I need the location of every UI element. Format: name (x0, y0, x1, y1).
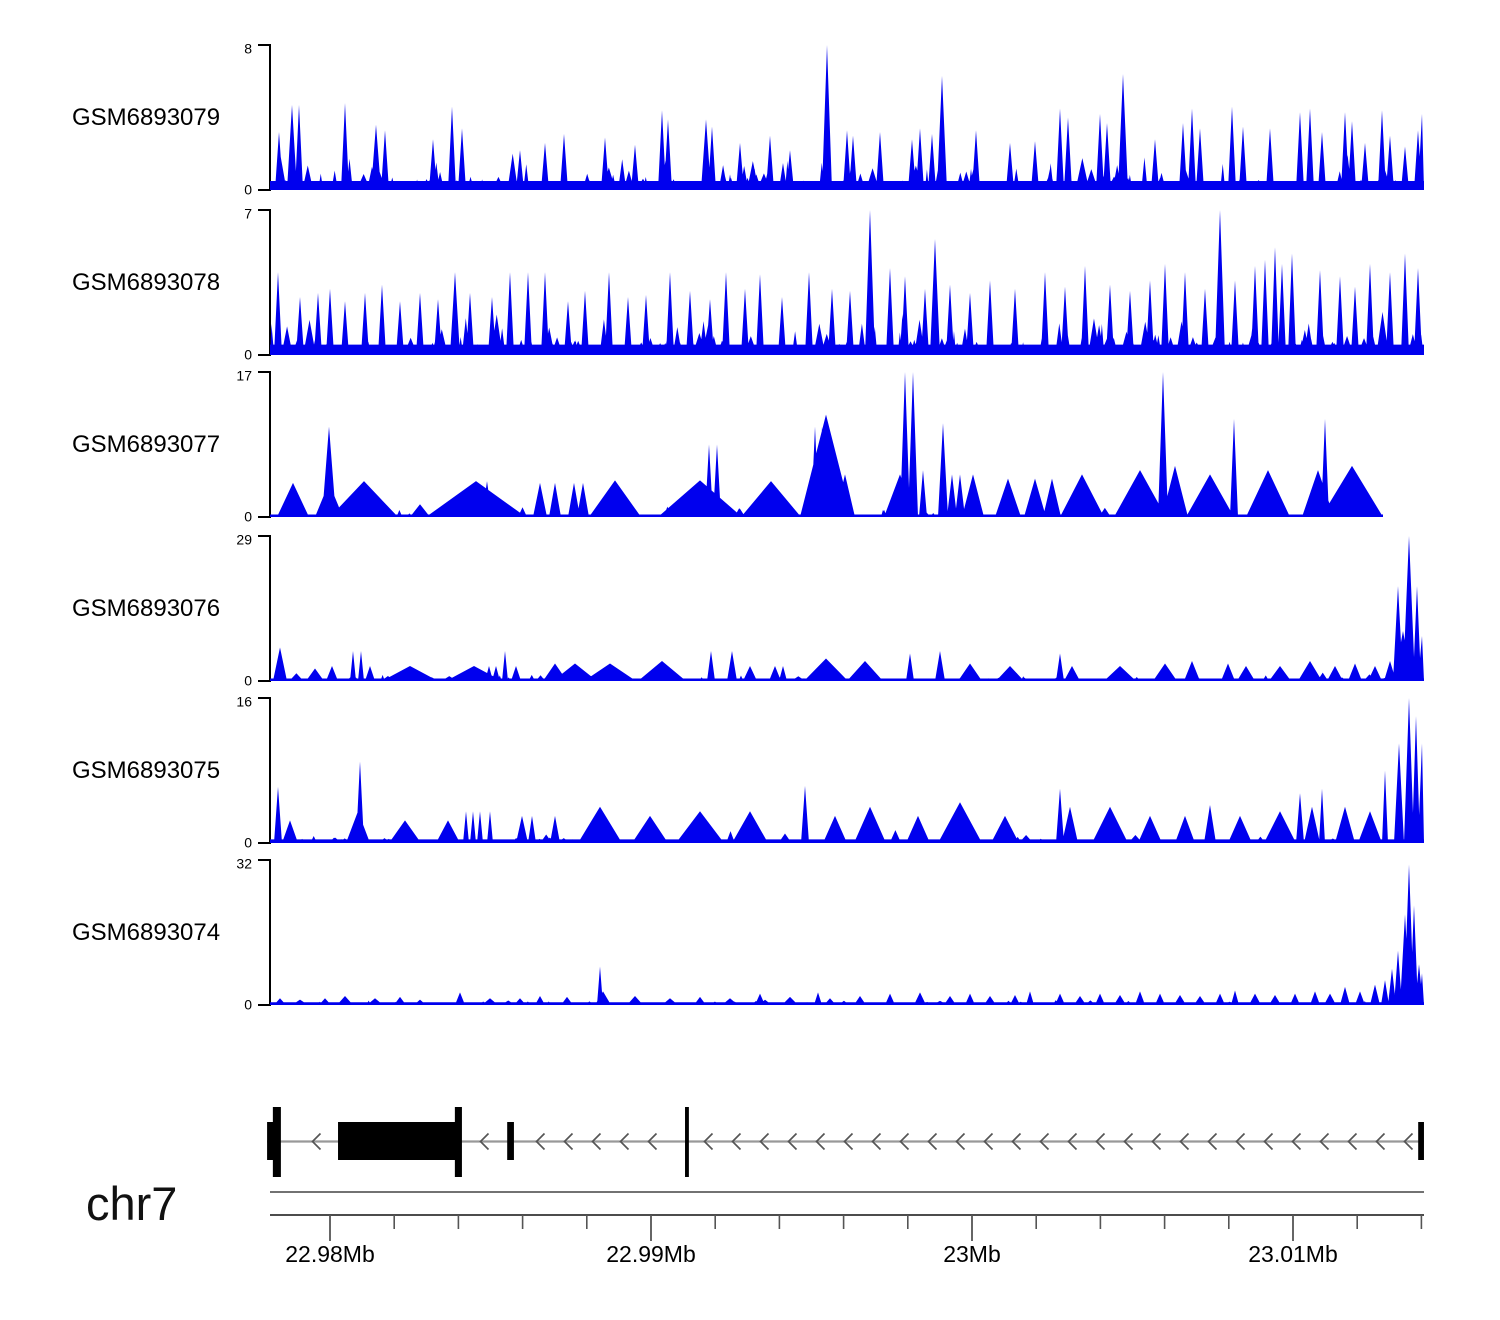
ruler-tick-label: 23Mb (943, 1241, 1001, 1267)
track-ymin-label: 0 (244, 835, 252, 851)
strand-arrow-left-icon (1347, 1132, 1358, 1151)
gene-exon (507, 1122, 514, 1160)
track-ymin-label: 0 (244, 997, 252, 1013)
track-y-axis (258, 371, 271, 518)
strand-arrow-left-icon (703, 1132, 714, 1151)
track-label: GSM6893077 (72, 431, 220, 458)
coverage-area (270, 45, 1424, 190)
strand-arrow-left-icon (647, 1132, 658, 1151)
strand-arrow-left-icon (1235, 1132, 1246, 1151)
gene-exon (454, 1107, 462, 1177)
strand-arrow-left-icon (1011, 1132, 1022, 1151)
gene-exon (1418, 1122, 1424, 1160)
track-ymax-label: 29 (236, 532, 252, 548)
gene-exon (685, 1107, 689, 1177)
track-ymax-label: 17 (236, 368, 252, 384)
strand-arrow-left-icon (1151, 1132, 1162, 1151)
strand-arrow-left-icon (535, 1132, 546, 1151)
coverage-area (270, 210, 1424, 355)
strand-arrow-left-icon (1291, 1132, 1302, 1151)
strand-arrow-left-icon (1095, 1132, 1106, 1151)
coverage-area (270, 698, 1424, 843)
ruler-tick-label: 23.01Mb (1248, 1241, 1338, 1267)
strand-arrow-left-icon (1179, 1132, 1190, 1151)
gene-exon (267, 1122, 275, 1160)
strand-arrow-left-icon (479, 1132, 490, 1151)
strand-arrow-left-icon (983, 1132, 994, 1151)
strand-arrow-left-icon (955, 1132, 966, 1151)
strand-arrow-left-icon (1403, 1132, 1414, 1151)
strand-arrow-left-icon (591, 1132, 602, 1151)
strand-arrow-left-icon (1375, 1132, 1386, 1151)
strand-arrow-left-icon (899, 1132, 910, 1151)
track-label: GSM6893075 (72, 757, 220, 784)
signal-track (270, 536, 1424, 681)
track-label: GSM6893079 (72, 104, 220, 131)
strand-arrow-left-icon (619, 1132, 630, 1151)
track-ymax-label: 16 (236, 694, 252, 710)
track-ymin-label: 0 (244, 509, 252, 525)
gene-exon (338, 1122, 458, 1160)
track-ymax-label: 8 (244, 41, 252, 57)
strand-arrow-left-icon (815, 1132, 826, 1151)
coverage-area (270, 372, 1383, 517)
strand-arrow-left-icon (1207, 1132, 1218, 1151)
strand-arrow-left-icon (1263, 1132, 1274, 1151)
signal-track (270, 372, 1383, 517)
strand-arrow-left-icon (927, 1132, 938, 1151)
strand-arrow-left-icon (563, 1132, 574, 1151)
track-ymax-label: 7 (244, 206, 252, 222)
track-ymin-label: 0 (244, 182, 252, 198)
track-label: GSM6893076 (72, 595, 220, 622)
track-ymin-label: 0 (244, 347, 252, 363)
track-y-axis (258, 535, 271, 682)
signal-track (270, 210, 1424, 355)
ruler-tick-label: 22.99Mb (606, 1241, 696, 1267)
strand-arrow-left-icon (759, 1132, 770, 1151)
signal-track (270, 864, 1424, 1005)
chromosome-label: chr7 (86, 1177, 178, 1230)
strand-arrow-left-icon (731, 1132, 742, 1151)
ruler-tick-label: 22.98Mb (285, 1241, 375, 1267)
strand-arrow-left-icon (1067, 1132, 1078, 1151)
track-label: GSM6893078 (72, 269, 220, 296)
track-y-axis (258, 859, 271, 1006)
track-y-axis (258, 209, 271, 356)
strand-arrow-left-icon (1123, 1132, 1134, 1151)
strand-arrow-left-icon (787, 1132, 798, 1151)
strand-arrow-left-icon (311, 1132, 322, 1151)
strand-arrow-left-icon (871, 1132, 882, 1151)
gene-exon (272, 1107, 281, 1177)
track-y-axis (258, 44, 271, 191)
track-ymin-label: 0 (244, 673, 252, 689)
track-label: GSM6893074 (72, 919, 220, 946)
coverage-area (270, 864, 1424, 1005)
strand-arrow-left-icon (1039, 1132, 1050, 1151)
track-ymax-label: 32 (236, 856, 252, 872)
signal-track (270, 698, 1424, 843)
strand-arrow-left-icon (1319, 1132, 1330, 1151)
track-y-axis (258, 697, 271, 844)
coverage-area (270, 536, 1424, 681)
signal-track (270, 45, 1424, 190)
strand-arrow-left-icon (843, 1132, 854, 1151)
